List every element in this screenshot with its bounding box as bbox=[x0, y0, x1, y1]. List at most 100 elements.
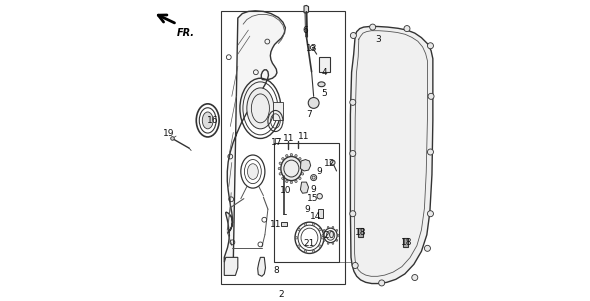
Bar bbox=[281, 222, 287, 226]
Circle shape bbox=[301, 162, 304, 164]
Circle shape bbox=[332, 243, 334, 244]
Circle shape bbox=[321, 237, 323, 239]
Circle shape bbox=[298, 228, 300, 231]
Circle shape bbox=[312, 250, 314, 253]
Circle shape bbox=[427, 43, 434, 49]
Circle shape bbox=[428, 93, 434, 99]
Circle shape bbox=[296, 237, 298, 239]
Bar bbox=[319, 57, 330, 72]
Circle shape bbox=[379, 280, 385, 286]
Text: 17: 17 bbox=[271, 138, 282, 147]
Circle shape bbox=[319, 228, 321, 231]
Bar bbox=[221, 11, 345, 284]
Ellipse shape bbox=[247, 88, 274, 129]
Circle shape bbox=[323, 230, 325, 231]
Circle shape bbox=[337, 234, 339, 236]
Ellipse shape bbox=[326, 231, 335, 240]
Text: 11: 11 bbox=[270, 220, 281, 229]
Ellipse shape bbox=[308, 98, 319, 108]
Text: 5: 5 bbox=[322, 89, 327, 98]
Text: 18: 18 bbox=[401, 238, 412, 247]
Text: 6: 6 bbox=[303, 26, 309, 35]
Text: 3: 3 bbox=[375, 35, 381, 44]
Circle shape bbox=[298, 245, 300, 247]
Circle shape bbox=[427, 211, 434, 217]
Text: 14: 14 bbox=[310, 212, 321, 221]
Circle shape bbox=[311, 175, 317, 181]
Bar bbox=[358, 228, 363, 237]
Text: 16: 16 bbox=[206, 116, 218, 125]
Text: 21: 21 bbox=[304, 239, 315, 248]
Circle shape bbox=[319, 245, 321, 247]
Text: 7: 7 bbox=[307, 110, 312, 119]
Text: 9: 9 bbox=[304, 205, 310, 214]
Circle shape bbox=[301, 173, 304, 175]
Text: 19: 19 bbox=[163, 129, 174, 138]
Bar bbox=[317, 209, 323, 218]
Circle shape bbox=[322, 234, 323, 236]
Text: 10: 10 bbox=[280, 186, 291, 195]
Circle shape bbox=[279, 173, 281, 175]
Circle shape bbox=[350, 211, 356, 217]
Circle shape bbox=[352, 262, 358, 268]
Polygon shape bbox=[304, 5, 309, 13]
Circle shape bbox=[302, 167, 304, 170]
Polygon shape bbox=[258, 257, 266, 276]
Circle shape bbox=[299, 157, 301, 160]
Text: 11: 11 bbox=[283, 134, 294, 143]
Circle shape bbox=[279, 162, 281, 164]
Polygon shape bbox=[224, 11, 286, 262]
Circle shape bbox=[317, 194, 322, 199]
Circle shape bbox=[424, 245, 431, 251]
Circle shape bbox=[286, 155, 288, 157]
Circle shape bbox=[370, 24, 376, 30]
Circle shape bbox=[304, 250, 307, 253]
Circle shape bbox=[350, 99, 356, 105]
Circle shape bbox=[290, 154, 293, 156]
Circle shape bbox=[327, 226, 329, 228]
Circle shape bbox=[286, 180, 288, 182]
Circle shape bbox=[171, 137, 174, 140]
Text: 12: 12 bbox=[324, 159, 336, 168]
Circle shape bbox=[336, 239, 337, 241]
Circle shape bbox=[290, 181, 293, 184]
Circle shape bbox=[312, 223, 314, 225]
Text: FR.: FR. bbox=[177, 28, 195, 38]
Polygon shape bbox=[350, 26, 433, 284]
Ellipse shape bbox=[202, 112, 213, 129]
Text: 9: 9 bbox=[316, 167, 322, 176]
Circle shape bbox=[295, 180, 297, 182]
Bar bbox=[273, 102, 283, 120]
Circle shape bbox=[427, 149, 434, 155]
Bar bbox=[404, 238, 408, 247]
Text: 8: 8 bbox=[273, 266, 279, 275]
Circle shape bbox=[281, 157, 284, 160]
Polygon shape bbox=[300, 160, 311, 171]
Text: 4: 4 bbox=[322, 68, 327, 77]
Circle shape bbox=[332, 226, 334, 228]
Ellipse shape bbox=[281, 157, 302, 181]
Text: 15: 15 bbox=[307, 194, 318, 203]
Text: 13: 13 bbox=[306, 44, 317, 53]
Circle shape bbox=[323, 239, 325, 241]
Circle shape bbox=[281, 177, 284, 180]
Circle shape bbox=[278, 167, 281, 170]
Text: 9: 9 bbox=[310, 185, 316, 194]
Text: 20: 20 bbox=[323, 231, 335, 240]
Text: 18: 18 bbox=[355, 228, 366, 237]
Circle shape bbox=[295, 155, 297, 157]
Ellipse shape bbox=[247, 164, 258, 179]
Circle shape bbox=[412, 275, 418, 281]
Circle shape bbox=[350, 150, 356, 157]
Circle shape bbox=[327, 243, 329, 244]
Circle shape bbox=[299, 177, 301, 180]
Circle shape bbox=[336, 230, 337, 231]
Ellipse shape bbox=[318, 82, 325, 87]
Circle shape bbox=[404, 26, 410, 32]
Bar bbox=[274, 143, 339, 262]
Text: 11: 11 bbox=[299, 132, 310, 141]
Text: 2: 2 bbox=[278, 290, 284, 299]
Polygon shape bbox=[224, 257, 238, 275]
Polygon shape bbox=[300, 182, 309, 193]
Circle shape bbox=[350, 33, 356, 39]
